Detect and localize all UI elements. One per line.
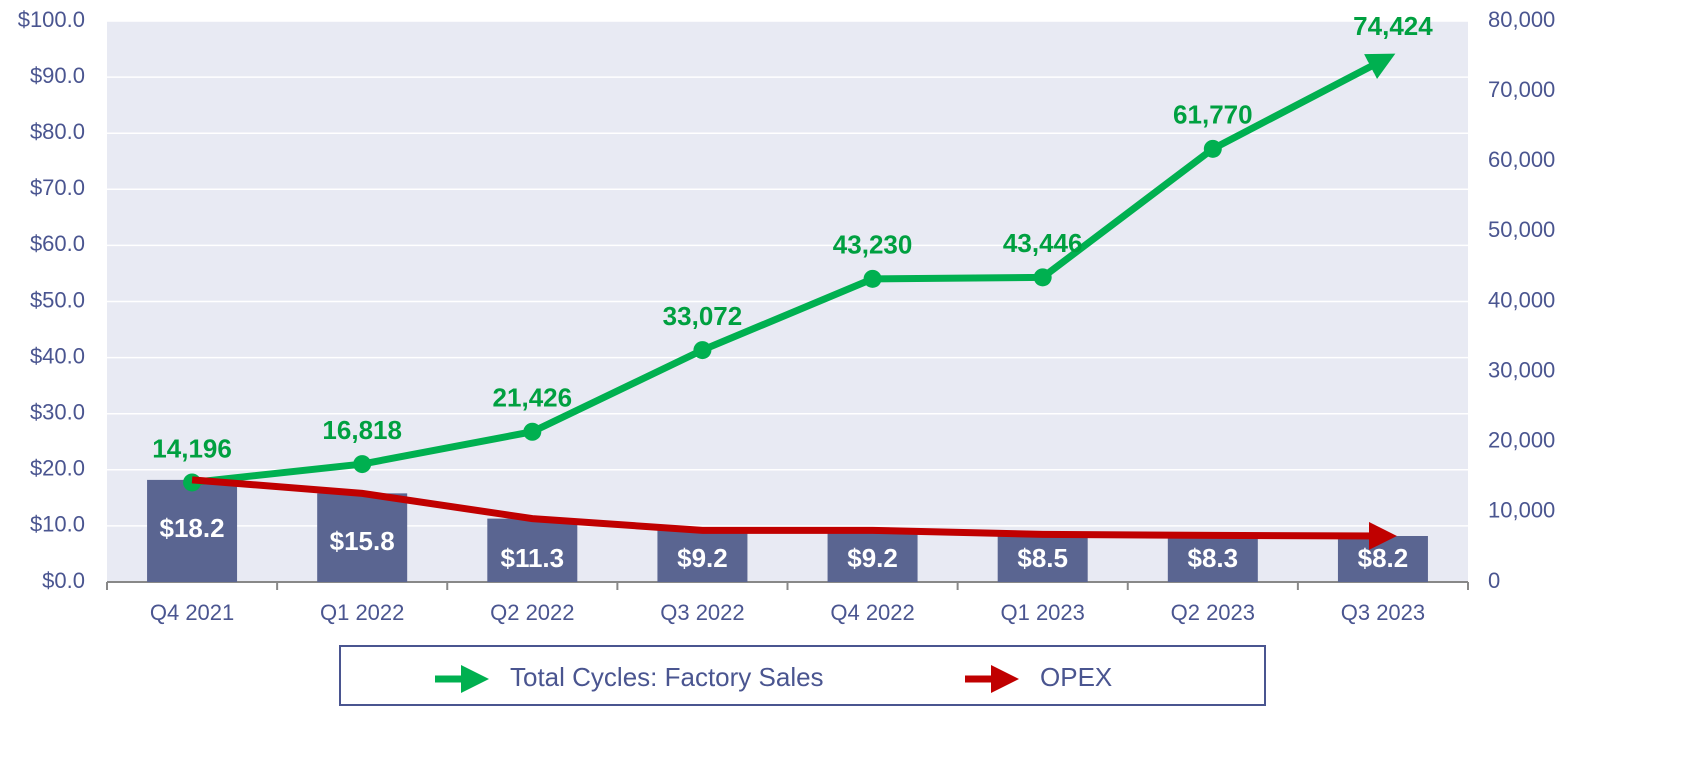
data-label: 33,072 bbox=[663, 301, 743, 331]
data-label: 21,426 bbox=[493, 383, 573, 413]
bar-label: $8.3 bbox=[1188, 543, 1239, 573]
x-tick-label: Q1 2023 bbox=[1000, 600, 1084, 625]
bar-label: $8.2 bbox=[1358, 543, 1409, 573]
bar-label: $9.2 bbox=[847, 543, 898, 573]
x-tick-label: Q3 2023 bbox=[1341, 600, 1425, 625]
legend-label: OPEX bbox=[1040, 662, 1112, 692]
y2-tick-label: 60,000 bbox=[1488, 147, 1555, 172]
point bbox=[1203, 139, 1222, 158]
point bbox=[693, 341, 712, 360]
y-tick-label: $70.0 bbox=[30, 175, 85, 200]
bar-label: $18.2 bbox=[160, 513, 225, 543]
y2-tick-label: 30,000 bbox=[1488, 357, 1555, 382]
point bbox=[353, 455, 372, 474]
line bbox=[191, 53, 1396, 486]
data-label: 43,230 bbox=[833, 230, 913, 260]
legend bbox=[339, 645, 1266, 706]
y-tick-label: $60.0 bbox=[30, 231, 85, 256]
legend-label: Total Cycles: Factory Sales bbox=[510, 662, 824, 692]
x-tick-label: Q2 2022 bbox=[490, 600, 574, 625]
x-tick-label: Q3 2022 bbox=[660, 600, 744, 625]
bar bbox=[827, 530, 918, 582]
bar-label: $15.8 bbox=[330, 526, 395, 556]
y2-tick-label: 50,000 bbox=[1488, 217, 1555, 242]
x-tick-label: Q4 2021 bbox=[150, 600, 234, 625]
bar-label: $9.2 bbox=[677, 543, 728, 573]
bar bbox=[317, 493, 408, 582]
bar-label: $8.5 bbox=[1017, 543, 1068, 573]
y2-tick-label: 40,000 bbox=[1488, 287, 1555, 312]
y2-tick-label: 0 bbox=[1488, 568, 1500, 593]
y-tick-label: $50.0 bbox=[30, 287, 85, 312]
bar-label: $11.3 bbox=[500, 543, 564, 573]
y-tick-label: $0.0 bbox=[42, 568, 85, 593]
bar bbox=[997, 534, 1088, 582]
point bbox=[863, 269, 882, 288]
bar bbox=[147, 479, 238, 582]
point bbox=[1033, 268, 1052, 287]
y-tick-label: $90.0 bbox=[30, 63, 85, 88]
x-tick-label: Q1 2022 bbox=[320, 600, 404, 625]
y-tick-label: $30.0 bbox=[30, 400, 85, 425]
data-label: 74,424 bbox=[1353, 11, 1433, 41]
x-tick-label: Q2 2023 bbox=[1171, 600, 1255, 625]
data-label: 14,196 bbox=[152, 433, 232, 463]
y-tick-label: $40.0 bbox=[30, 343, 85, 368]
data-label: 61,770 bbox=[1173, 100, 1253, 130]
point bbox=[523, 422, 542, 441]
y-tick-label: $20.0 bbox=[30, 456, 85, 481]
y-tick-label: $100.0 bbox=[18, 7, 85, 32]
y2-tick-label: 80,000 bbox=[1488, 7, 1555, 32]
line bbox=[191, 476, 1397, 550]
bar bbox=[1167, 535, 1258, 582]
data-label: 16,818 bbox=[322, 415, 402, 445]
bar bbox=[487, 518, 578, 582]
y-tick-label: $10.0 bbox=[30, 512, 85, 537]
y2-tick-label: 10,000 bbox=[1488, 498, 1555, 523]
y2-tick-label: 70,000 bbox=[1488, 77, 1555, 102]
y2-tick-label: 20,000 bbox=[1488, 428, 1555, 453]
data-label: 43,446 bbox=[1003, 228, 1083, 258]
bar bbox=[657, 530, 748, 582]
y-tick-label: $80.0 bbox=[30, 119, 85, 144]
x-tick-label: Q4 2022 bbox=[830, 600, 914, 625]
